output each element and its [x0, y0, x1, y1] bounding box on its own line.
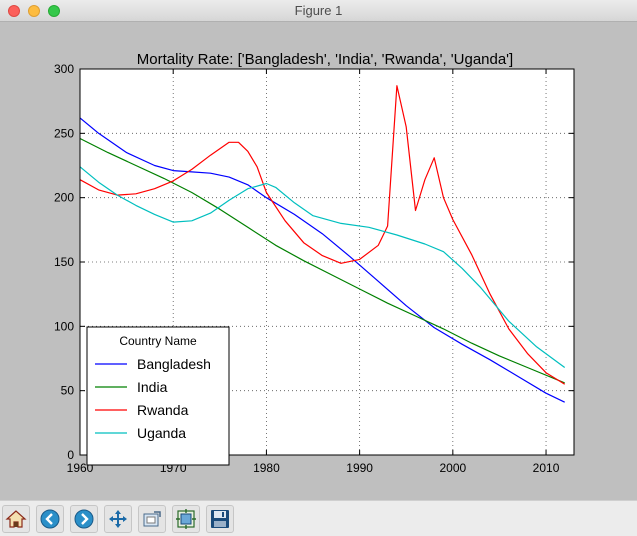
zoom-button[interactable]: [138, 505, 166, 533]
legend: Country Name Bangladesh India Rwanda Uganda: [86, 326, 230, 466]
x-tick-label: 1980: [253, 461, 280, 475]
window-zoom-button[interactable]: [48, 5, 60, 17]
series-line-india: [79, 137, 565, 384]
series-line-rwanda: [79, 85, 566, 385]
chart-title: Mortality Rate: ['Bangladesh', 'India', …: [137, 51, 513, 68]
legend-title: Country Name: [119, 334, 197, 348]
window-title: Figure 1: [294, 3, 343, 18]
window-titlebar: Figure 1: [0, 0, 637, 22]
x-tick-label: 2000: [439, 461, 466, 475]
y-tick-label: 300: [54, 62, 74, 76]
y-tick-label: 100: [54, 319, 74, 333]
subplots-icon: [176, 509, 196, 529]
series-lines: [79, 85, 566, 403]
pan-button[interactable]: [104, 505, 132, 533]
toolbar: [0, 500, 637, 536]
y-tick-label: 150: [54, 255, 74, 269]
y-tick-label: 200: [54, 191, 74, 205]
series-line-uganda: [79, 166, 566, 368]
subplots-button[interactable]: [172, 505, 200, 533]
window-close-button[interactable]: [8, 5, 20, 17]
legend-label: Bangladesh: [137, 356, 211, 372]
y-tick-label: 250: [54, 126, 74, 140]
legend-label: Rwanda: [137, 402, 189, 418]
x-tick-label: 1990: [346, 461, 373, 475]
floppy-disk-icon: [211, 510, 229, 528]
series-line-bangladesh: [79, 117, 565, 403]
save-button[interactable]: [206, 505, 234, 533]
back-button[interactable]: [36, 505, 64, 533]
forward-button[interactable]: [70, 505, 98, 533]
home-button[interactable]: [2, 505, 30, 533]
x-tick-label: 2010: [533, 461, 560, 475]
back-arrow-icon: [40, 509, 60, 529]
axis-ticks: 1960 1970 1980 1990 2000 20100501001502002503…: [54, 62, 574, 475]
legend-label: India: [137, 379, 168, 395]
zoom-rect-icon: [143, 511, 161, 527]
y-tick-label: 0: [67, 448, 74, 462]
forward-arrow-icon: [74, 509, 94, 529]
figure-canvas[interactable]: Mortality Rate: ['Bangladesh', 'India', …: [0, 22, 637, 500]
home-icon: [5, 510, 27, 528]
pan-arrows-icon: [109, 510, 127, 528]
legend-label: Uganda: [137, 425, 186, 441]
window-minimize-button[interactable]: [28, 5, 40, 17]
y-tick-label: 50: [61, 384, 75, 398]
legend-box: [86, 326, 230, 466]
